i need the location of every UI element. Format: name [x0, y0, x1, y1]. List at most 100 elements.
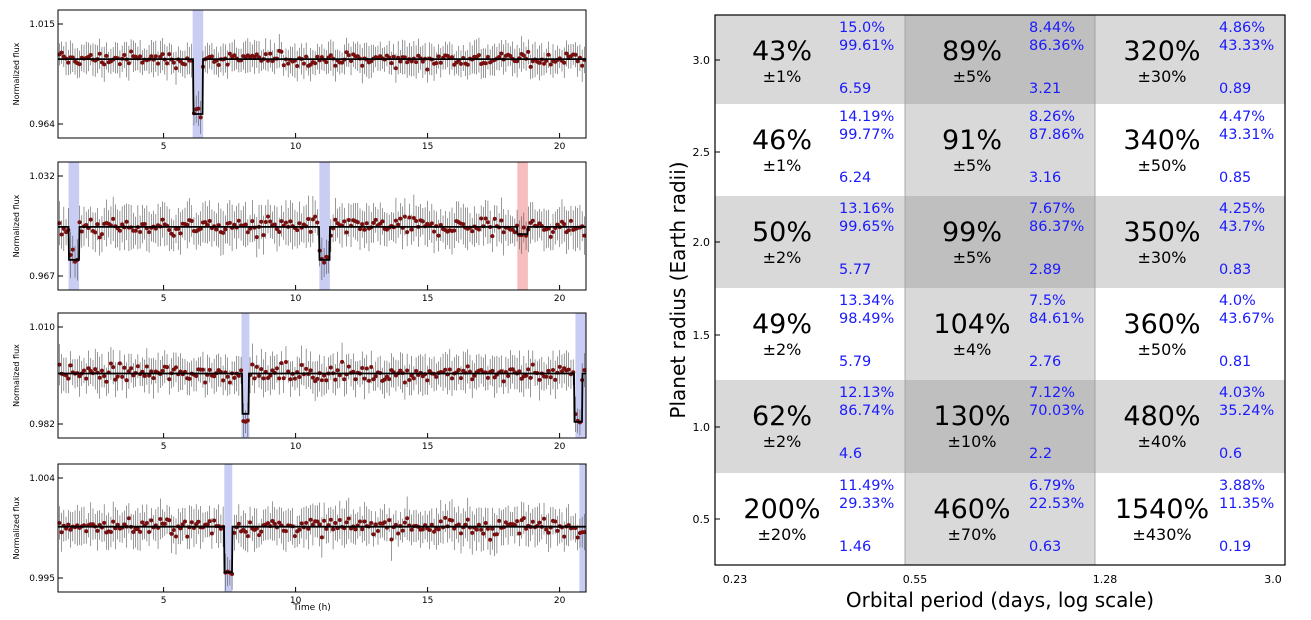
data-point [342, 219, 347, 224]
data-point [582, 368, 587, 373]
data-point [450, 518, 455, 523]
data-point [398, 59, 403, 64]
cell-background [1095, 196, 1285, 288]
data-point [436, 54, 441, 59]
data-point [398, 216, 403, 221]
data-point [474, 527, 479, 532]
data-point [411, 215, 416, 220]
data-point [479, 216, 484, 221]
data-point [97, 235, 102, 240]
x-axis-label: Orbital period (days, log scale) [846, 588, 1154, 612]
data-point [108, 361, 113, 366]
data-point [546, 530, 551, 535]
data-point [530, 362, 535, 367]
x-tick-label: 5 [161, 442, 167, 452]
data-point [512, 230, 517, 235]
cell-uncertainty: ±1% [763, 67, 802, 86]
data-point [279, 49, 284, 54]
data-point [436, 233, 441, 238]
plot-frame [57, 161, 587, 291]
data-point [277, 230, 282, 235]
data-point [117, 361, 122, 366]
data-point [463, 522, 468, 527]
y-tick-label: 3.0 [693, 54, 711, 67]
data-point [272, 521, 277, 526]
data-point [546, 368, 551, 373]
data-point [393, 218, 398, 223]
cell-stat-1: 8.44% [1029, 20, 1075, 36]
data-point [530, 218, 535, 223]
data-point [207, 218, 212, 223]
y-axis-label: Normalized flux [12, 496, 21, 559]
data-point [194, 373, 199, 378]
data-point [492, 375, 497, 380]
data-point [124, 219, 129, 224]
data-point [528, 64, 533, 69]
data-point [526, 367, 531, 372]
cell-stat-3: 2.2 [1029, 446, 1052, 462]
data-points [57, 496, 587, 591]
data-point [120, 374, 125, 379]
data-point [319, 55, 324, 60]
data-point [373, 522, 378, 527]
data-point [447, 367, 452, 372]
cell-stat-3: 0.6 [1219, 446, 1242, 462]
cell-background [1095, 104, 1285, 196]
x-tick-label: 10 [290, 294, 302, 304]
data-point [501, 230, 506, 235]
data-point [254, 52, 259, 57]
x-tick-label: 5 [161, 142, 167, 152]
data-point [198, 115, 203, 120]
data-point [551, 368, 555, 373]
data-point [99, 232, 104, 237]
cell-background [1095, 473, 1285, 565]
data-point [517, 369, 522, 374]
data-point [342, 377, 347, 382]
grid-cell: 460%±70% 6.79% 22.53% 0.63 [905, 473, 1095, 565]
data-point [266, 214, 271, 219]
cell-uncertainty: ±50% [1138, 340, 1187, 359]
y-tick-label: 2.5 [693, 146, 711, 159]
cell-occurrence-rate: 320% [1123, 36, 1200, 67]
data-point [400, 528, 405, 533]
y-axis-label: Normalized flux [12, 194, 21, 257]
data-point [353, 377, 358, 382]
cell-uncertainty: ±5% [953, 67, 992, 86]
data-point [366, 378, 371, 383]
data-point [355, 220, 360, 225]
data-point [200, 367, 205, 372]
data-point [555, 528, 560, 533]
cell-stat-1: 4.0% [1219, 293, 1256, 309]
data-point [263, 219, 268, 224]
data-point [102, 374, 107, 379]
data-point [283, 220, 288, 225]
data-point [277, 520, 282, 525]
cell-uncertainty: ±430% [1132, 525, 1191, 544]
transit-highlight-band [192, 10, 204, 138]
grid-cell: 480%±40% 4.03% 35.24% 0.6 [1095, 380, 1285, 473]
data-points [57, 194, 587, 281]
data-point [77, 62, 82, 67]
data-point [160, 368, 165, 373]
data-point [165, 365, 170, 370]
x-tick-label: 5 [161, 596, 167, 606]
data-point [227, 220, 232, 225]
data-point [86, 366, 91, 371]
data-point [371, 532, 376, 537]
data-point [308, 368, 313, 373]
data-point [268, 219, 273, 224]
data-point [268, 373, 273, 378]
data-point [322, 260, 327, 265]
data-point [286, 61, 291, 66]
data-point [158, 54, 163, 59]
data-point [432, 529, 437, 534]
cell-background [905, 473, 1095, 565]
data-point [575, 59, 580, 64]
plot-frame [57, 9, 587, 139]
data-point [373, 374, 378, 379]
data-point [405, 230, 410, 235]
data-point [530, 519, 535, 524]
data-point [250, 362, 255, 367]
data-point [99, 368, 104, 373]
data-point [315, 519, 320, 524]
